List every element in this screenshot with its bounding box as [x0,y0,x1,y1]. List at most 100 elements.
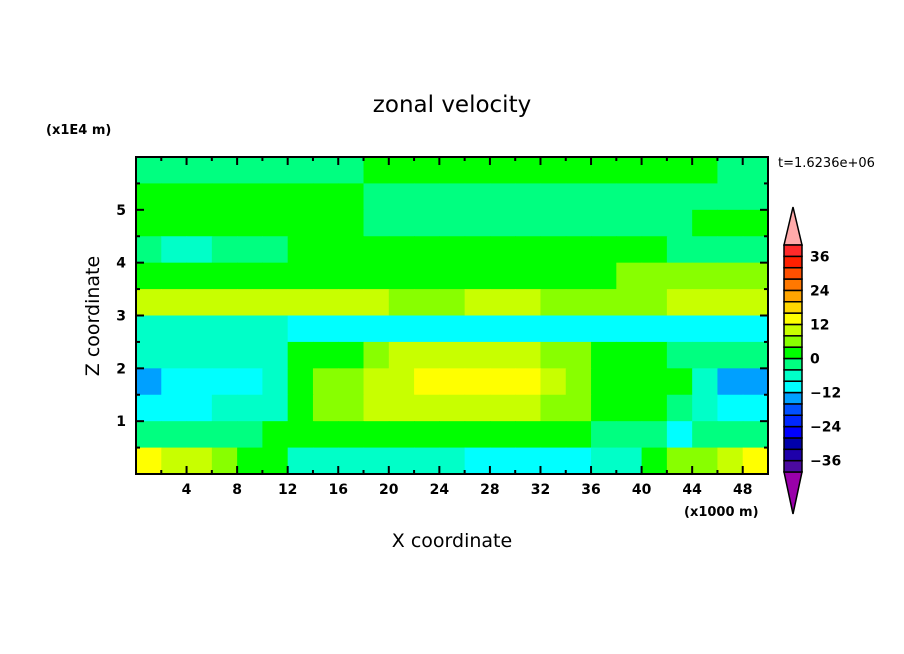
heatmap-cell [540,315,567,343]
heatmap-cell [489,368,516,396]
colorbar-label: −12 [810,386,841,402]
heatmap-cell [616,315,643,343]
heatmap-cell [211,394,238,422]
heatmap-cell [616,157,643,185]
heatmap-cell [742,157,769,185]
heatmap-cell [312,368,339,396]
heatmap-cell [666,368,693,396]
heatmap-cell [338,394,365,422]
heatmap-cell [414,447,440,475]
heatmap-cell [565,209,592,237]
x-tick-label: 24 [430,482,450,498]
heatmap-cell [717,289,744,317]
heatmap-cell [565,262,592,290]
heatmap-cell [641,157,668,185]
heatmap-cell [515,236,542,264]
heatmap-cell [388,368,415,396]
heatmap-cell [414,421,440,449]
heatmap-cell [489,262,516,290]
heatmap-cell [211,262,238,290]
heatmap-cell [616,368,643,396]
heatmap-cell [414,157,440,185]
chart-title: zonal velocity [373,92,531,118]
heatmap-cell [312,262,339,290]
colorbar-box [783,414,803,428]
heatmap-cell [717,183,744,211]
heatmap-cell [388,209,415,237]
heatmap-cell [262,421,289,449]
heatmap-cell [237,236,263,264]
heatmap-cell [641,394,668,422]
heatmap-cell [211,341,238,369]
x-tick-label: 8 [232,482,242,498]
heatmap-cell [717,368,744,396]
heatmap-cell [464,315,491,343]
heatmap-cell [591,421,617,449]
heatmap-cell [464,341,491,369]
heatmap-cell [312,289,339,317]
heatmap-cell [287,209,314,237]
heatmap-cell [161,447,188,475]
heatmap-cell [161,289,188,317]
heatmap-cell [439,183,466,211]
heatmap-cell [591,157,617,185]
heatmap-cell [363,262,390,290]
heatmap-cell [565,289,592,317]
heatmap-cell [237,183,263,211]
heatmap-cell [515,183,542,211]
heatmap-cell [464,368,491,396]
heatmap-cell [717,209,744,237]
heatmap-cell [540,209,567,237]
heatmap-cell [439,236,466,264]
heatmap-cell [742,341,769,369]
heatmap-cell [161,341,188,369]
heatmap-cell [338,315,365,343]
heatmap-cell [186,421,213,449]
y-tick-label: 1 [116,414,126,430]
heatmap-cell [338,368,365,396]
y-axis-label: Z coordinate [82,256,104,376]
heatmap-cell [591,209,617,237]
heatmap-cell [692,183,719,211]
heatmap-cell [287,289,314,317]
heatmap-cell [692,447,719,475]
heatmap-cell [237,341,263,369]
heatmap-cell [540,394,567,422]
y-tick-label: 2 [116,361,126,377]
heatmap-cell [211,315,238,343]
heatmap-cell [262,341,289,369]
colorbar-box [783,391,803,405]
heatmap-cell [464,394,491,422]
heatmap-cell [439,209,466,237]
heatmap-cell [136,421,162,449]
heatmap-cell [237,394,263,422]
heatmap-cell [136,289,162,317]
heatmap-cell [742,421,769,449]
heatmap-cell [692,394,719,422]
heatmap-cell [136,183,162,211]
heatmap-cell [186,262,213,290]
heatmap-cell [666,289,693,317]
heatmap-cell [186,315,213,343]
heatmap-cell [338,289,365,317]
heatmap-cell [262,262,289,290]
heatmap-cell [616,447,643,475]
heatmap-cell [489,394,516,422]
heatmap-cell [312,421,339,449]
colorbar-box [783,255,803,269]
heatmap-cell [161,368,188,396]
heatmap-cell [464,209,491,237]
colorbar-box [783,289,803,303]
heatmap-cell [312,183,339,211]
heatmap-cell [161,236,188,264]
x-tick-label: 20 [379,482,399,498]
heatmap-cell [161,315,188,343]
heatmap-cell [515,341,542,369]
colorbar-box [783,278,803,292]
heatmap-cell [540,447,567,475]
heatmap-cell [287,262,314,290]
heatmap-cell [287,341,314,369]
y-tick-label: 4 [116,256,126,272]
heatmap-cell [565,236,592,264]
heatmap-cell [237,209,263,237]
